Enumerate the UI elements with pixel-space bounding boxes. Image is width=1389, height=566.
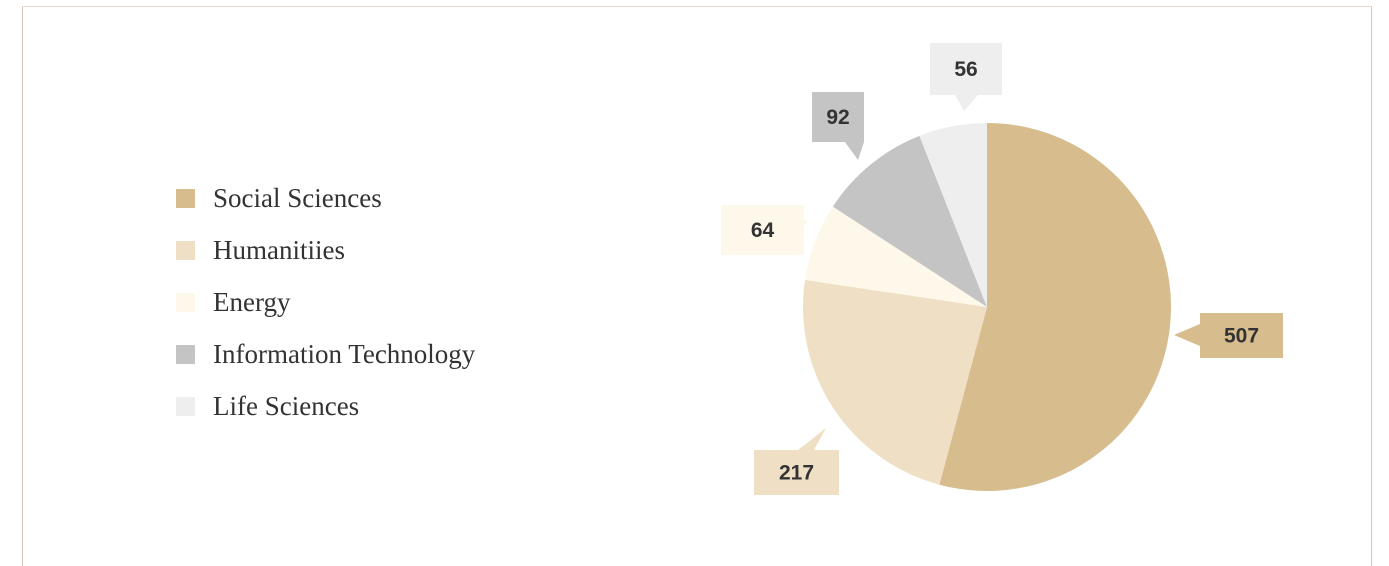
callout-energy: 64 bbox=[721, 205, 808, 255]
legend-swatch-life-sciences bbox=[176, 396, 195, 416]
callout-box bbox=[812, 92, 864, 142]
legend-swatch-social-sciences bbox=[176, 188, 195, 208]
legend-item-humanitiies: Humanitiies bbox=[176, 224, 475, 276]
callout-humanitiies: 217 bbox=[754, 428, 839, 495]
callout-box bbox=[930, 43, 1002, 95]
data-label-humanitiies: 217 bbox=[779, 462, 814, 485]
legend-item-information-technology: Information Technology bbox=[176, 328, 475, 380]
pie-slice-humanitiies bbox=[802, 279, 987, 485]
callout-pointer bbox=[845, 142, 864, 160]
legend-swatch-information-technology bbox=[176, 344, 195, 364]
callout-social-sciences: 507 bbox=[1174, 313, 1283, 358]
legend-item-energy: Energy bbox=[176, 276, 475, 328]
legend-label: Humanitiies bbox=[213, 234, 345, 265]
data-label-information-technology: 92 bbox=[826, 106, 849, 129]
data-label-life-sciences: 56 bbox=[954, 58, 977, 81]
pie-chart: 507 217 64 92 56 bbox=[721, 43, 1283, 495]
callout-pointer bbox=[798, 428, 826, 450]
legend-item-social-sciences: Social Sciences bbox=[176, 172, 475, 224]
callout-box bbox=[754, 450, 839, 495]
chart-legend: Social Sciences Humanitiies Energy Infor… bbox=[176, 172, 475, 432]
callout-information-technology: 92 bbox=[812, 92, 864, 160]
pie-slice-social-sciences bbox=[939, 123, 1172, 491]
data-label-social-sciences: 507 bbox=[1224, 325, 1259, 348]
callout-box bbox=[1200, 313, 1283, 358]
legend-swatch-humanitiies bbox=[176, 240, 195, 260]
legend-label: Social Sciences bbox=[213, 182, 382, 213]
pie-slice-energy bbox=[805, 206, 987, 307]
callout-life-sciences: 56 bbox=[930, 43, 1002, 111]
callout-pointer bbox=[1174, 324, 1200, 346]
legend-label: Energy bbox=[213, 286, 291, 317]
chart-frame bbox=[22, 6, 1372, 566]
legend-label: Life Sciences bbox=[213, 390, 360, 421]
pie-slice-life-sciences bbox=[919, 123, 987, 307]
legend-swatch-energy bbox=[176, 292, 195, 312]
pie-slice-information-technology bbox=[832, 135, 987, 307]
callout-box bbox=[721, 205, 804, 255]
callout-pointer bbox=[955, 95, 978, 111]
legend-item-life-sciences: Life Sciences bbox=[176, 380, 475, 432]
data-label-energy: 64 bbox=[751, 219, 775, 242]
legend-label: Information Technology bbox=[213, 338, 476, 369]
